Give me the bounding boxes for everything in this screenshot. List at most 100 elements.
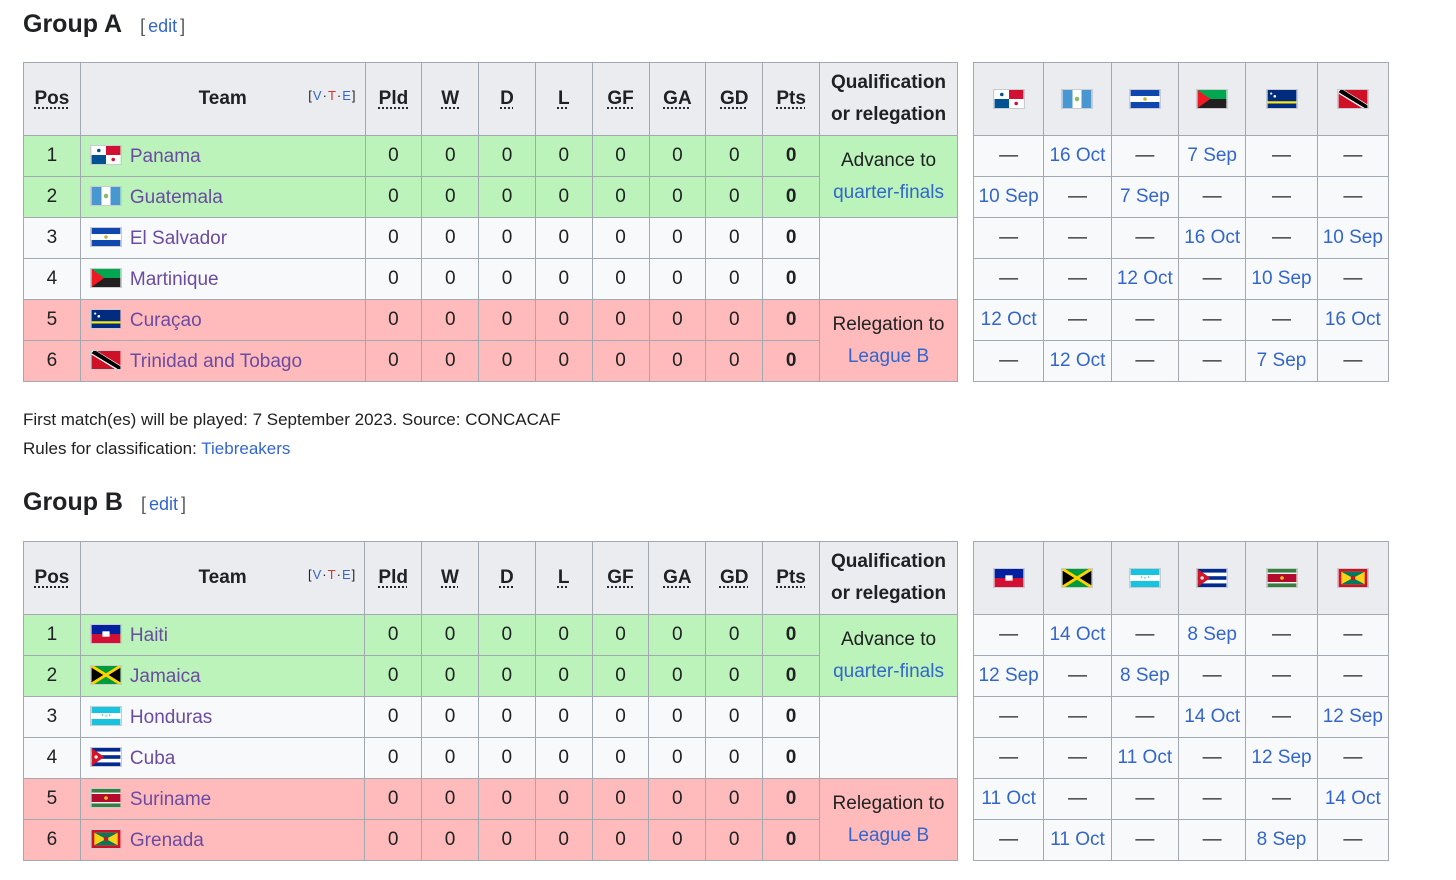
result-cell: — bbox=[1316, 176, 1390, 218]
result-cell: — bbox=[972, 737, 1045, 779]
pts-cell: 0 bbox=[762, 217, 821, 259]
results-row: — —11 Oct —12 Sep — bbox=[972, 737, 1390, 779]
l-cell: 0 bbox=[534, 340, 593, 382]
match-date-link[interactable]: 12 Sep bbox=[978, 665, 1039, 686]
team-link[interactable]: Trinidad and Tobago bbox=[129, 350, 303, 372]
opponent-header bbox=[1316, 62, 1390, 136]
l-cell: 0 bbox=[534, 614, 593, 656]
l-cell: 0 bbox=[534, 176, 593, 218]
talk-template-link[interactable]: T bbox=[327, 567, 337, 582]
team-link[interactable]: Curaçao bbox=[129, 309, 202, 331]
match-date-link[interactable]: 11 Oct bbox=[1050, 829, 1105, 850]
opponent-header bbox=[1043, 62, 1112, 136]
d-cell: 0 bbox=[478, 135, 536, 177]
vte-links: [V·T·E] bbox=[308, 88, 357, 103]
pos-cell: 2 bbox=[23, 176, 81, 218]
pts-cell: 0 bbox=[762, 176, 821, 218]
match-date-link[interactable]: 14 Oct bbox=[1324, 788, 1381, 809]
match-date-link[interactable]: 14 Oct bbox=[1049, 624, 1106, 645]
group-b-standings-table: Pos Team [V·T·E] Pld W D L GF GA GD Pts … bbox=[23, 541, 958, 861]
match-date-link[interactable]: 12 Oct bbox=[1116, 268, 1173, 289]
team-link[interactable]: Jamaica bbox=[129, 665, 201, 687]
result-cell: — bbox=[1245, 655, 1318, 697]
edit-template-link[interactable]: E bbox=[341, 567, 352, 582]
match-date-link[interactable]: 7 Sep bbox=[1256, 350, 1307, 371]
team-link[interactable]: El Salvador bbox=[129, 227, 228, 249]
d-cell: 0 bbox=[478, 217, 536, 259]
team-link[interactable]: Suriname bbox=[129, 788, 212, 810]
match-date-link[interactable]: 12 Sep bbox=[1322, 706, 1383, 727]
match-date-link[interactable]: 7 Sep bbox=[1187, 145, 1237, 166]
result-cell: — bbox=[1110, 614, 1180, 656]
l-cell: 0 bbox=[534, 299, 593, 341]
match-date-link[interactable]: 12 Oct bbox=[1049, 350, 1106, 371]
w-cell: 0 bbox=[421, 655, 479, 697]
guatemala-flag-icon bbox=[1061, 88, 1094, 109]
match-date-link[interactable]: 14 Oct bbox=[1184, 706, 1241, 727]
group-b-heading: Group B [edit] bbox=[23, 482, 186, 522]
opponent-header bbox=[1316, 541, 1390, 615]
d-cell: 0 bbox=[477, 655, 536, 697]
league-b-link[interactable]: League B bbox=[847, 824, 930, 846]
group-a-edit-link[interactable]: edit bbox=[148, 16, 178, 36]
team-cell: Martinique bbox=[79, 258, 366, 300]
match-date-link[interactable]: 10 Sep bbox=[1322, 227, 1383, 248]
match-date-link[interactable]: 8 Sep bbox=[1187, 624, 1237, 645]
match-date-link[interactable]: 7 Sep bbox=[1119, 186, 1170, 207]
team-cell: Suriname bbox=[79, 778, 366, 820]
l-cell: 0 bbox=[534, 819, 593, 861]
result-cell: 16 Oct bbox=[1177, 217, 1247, 259]
gf-cell: 0 bbox=[591, 614, 650, 656]
view-template-link[interactable]: V bbox=[312, 88, 323, 103]
match-date-link[interactable]: 10 Sep bbox=[978, 186, 1039, 207]
team-link[interactable]: Panama bbox=[129, 145, 201, 167]
quarter-finals-link[interactable]: quarter-finals bbox=[833, 660, 944, 682]
group-b-edit-link[interactable]: edit bbox=[149, 494, 179, 514]
league-b-link[interactable]: League B bbox=[847, 345, 930, 367]
match-date-link[interactable]: 12 Oct bbox=[980, 309, 1037, 330]
gd-header: GD bbox=[705, 62, 764, 136]
edit-template-link[interactable]: E bbox=[342, 88, 352, 103]
table-row: 6 Trinidad and Tobago 0 0 0 0 0 0 0 0 bbox=[23, 340, 958, 382]
gf-cell: 0 bbox=[591, 737, 650, 779]
result-cell: — bbox=[972, 340, 1045, 382]
match-date-link[interactable]: 16 Oct bbox=[1324, 309, 1381, 330]
team-link[interactable]: Honduras bbox=[129, 706, 213, 728]
team-link[interactable]: Haiti bbox=[129, 624, 168, 646]
match-date-link[interactable]: 8 Sep bbox=[1256, 829, 1307, 850]
pos-header: Pos bbox=[23, 541, 81, 615]
w-cell: 0 bbox=[421, 614, 479, 656]
el-salvador-flag-icon bbox=[89, 226, 122, 247]
group-b-title: Group B bbox=[23, 488, 123, 516]
view-template-link[interactable]: V bbox=[312, 567, 323, 582]
pos-cell: 6 bbox=[23, 340, 81, 382]
result-cell: — bbox=[1245, 299, 1318, 341]
pts-cell: 0 bbox=[762, 778, 821, 820]
pld-cell: 0 bbox=[364, 655, 423, 697]
match-date-link[interactable]: 11 Oct bbox=[1117, 747, 1173, 768]
team-link[interactable]: Guatemala bbox=[129, 186, 223, 208]
group-a-notes: First match(es) will be played: 7 Septem… bbox=[23, 405, 561, 463]
pld-cell: 0 bbox=[364, 299, 423, 341]
team-link[interactable]: Martinique bbox=[129, 268, 219, 290]
results-header-row bbox=[972, 62, 1390, 136]
team-cell: Cuba bbox=[79, 737, 366, 779]
quarter-finals-link[interactable]: quarter-finals bbox=[833, 181, 944, 203]
team-link[interactable]: Grenada bbox=[129, 829, 204, 851]
match-date-link[interactable]: 11 Oct bbox=[981, 788, 1036, 809]
result-cell: 12 Sep bbox=[972, 655, 1045, 697]
match-date-link[interactable]: 16 Oct bbox=[1184, 227, 1241, 248]
match-date-link[interactable]: 16 Oct bbox=[1049, 145, 1106, 166]
pos-cell: 3 bbox=[23, 217, 81, 259]
result-cell: — bbox=[1043, 737, 1112, 779]
result-cell: — bbox=[972, 217, 1045, 259]
talk-template-link[interactable]: T bbox=[327, 88, 337, 103]
match-date-link[interactable]: 10 Sep bbox=[1251, 268, 1312, 289]
team-link[interactable]: Cuba bbox=[129, 747, 176, 769]
jamaica-flag-icon bbox=[89, 664, 122, 685]
ga-cell: 0 bbox=[648, 696, 707, 738]
match-date-link[interactable]: 8 Sep bbox=[1119, 665, 1170, 686]
table-row: 2 Jamaica 0 0 0 0 0 0 0 0 bbox=[23, 655, 958, 697]
tiebreakers-link[interactable]: Tiebreakers bbox=[201, 439, 291, 458]
match-date-link[interactable]: 12 Sep bbox=[1251, 747, 1312, 768]
